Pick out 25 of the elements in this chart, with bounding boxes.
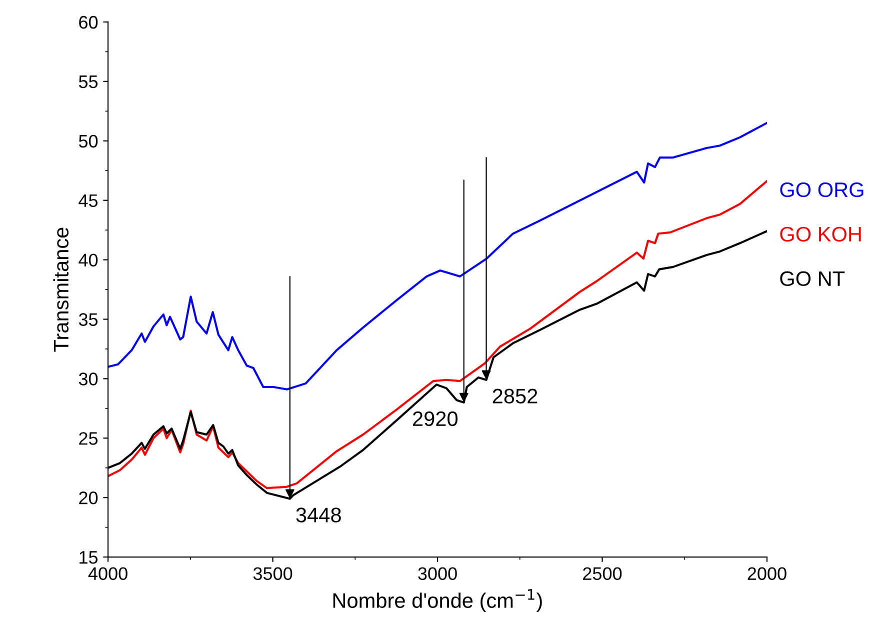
x-tick-label: 4000: [88, 567, 128, 580]
annotation: 2852: [492, 388, 538, 404]
text: GO KOH: [780, 226, 861, 242]
line-series: [108, 180, 767, 490]
y-tick-label: 45: [78, 194, 98, 208]
x-tick-label: 3000: [418, 567, 457, 580]
line-series: [108, 122, 767, 390]
y-tick-label: 25: [79, 432, 98, 445]
y-tick-label: 30: [78, 372, 98, 386]
y-tick-label: 50: [78, 134, 98, 148]
x-tick-label: 2500: [583, 567, 622, 580]
y-tick-label: 40: [78, 254, 98, 267]
x-tick-label: 3500: [253, 567, 292, 580]
x-axis-title: Nombre d'onde (cm$^{−1}$): [333, 589, 542, 612]
text: GO ORG: [780, 182, 864, 198]
y-tick-label: 20: [79, 492, 98, 504]
y-axis-title: Transmitance: [53, 228, 69, 352]
x-tick-label: 2000: [748, 567, 786, 580]
annotation: 3448: [296, 508, 341, 522]
annotation: 2920: [413, 411, 458, 426]
y-tick-label: 60: [79, 16, 98, 29]
y-tick-label: 15: [80, 551, 98, 564]
y-tick-label: 55: [78, 76, 98, 88]
y-tick-label: 35: [78, 313, 98, 326]
text: GO NT: [780, 271, 845, 286]
